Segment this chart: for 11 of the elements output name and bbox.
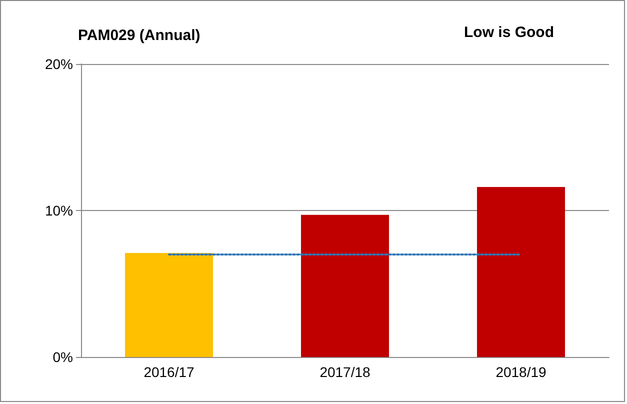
x-tick-label: 2016/17 — [144, 364, 195, 380]
y-tick-label: 10% — [44, 202, 73, 218]
text: Low is Good — [464, 24, 554, 41]
y-tick-label: 20% — [44, 56, 73, 72]
bar — [301, 214, 389, 357]
bar — [125, 252, 213, 357]
x-tick-label: 2018/19 — [496, 364, 547, 380]
x-tick-label: 2017/18 — [320, 364, 371, 380]
chart-title: PAM029 (Annual) — [78, 27, 200, 44]
bar — [477, 187, 565, 357]
y-tick-label: 0% — [52, 349, 73, 365]
